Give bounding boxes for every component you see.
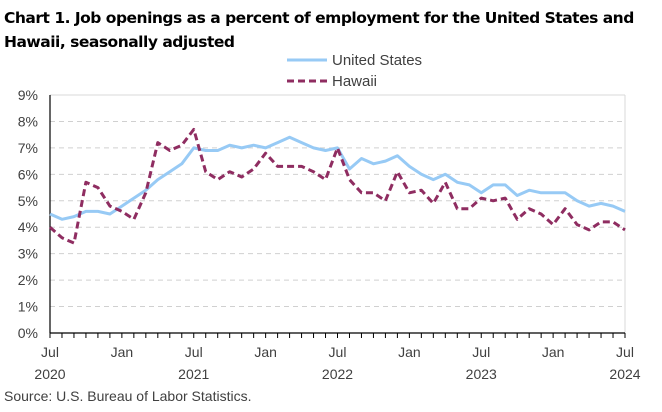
legend: United States Hawaii [287, 52, 422, 90]
x-tick-label-year: 2020 [34, 366, 65, 382]
series-line-hawaii [49, 127, 626, 245]
x-tick-label-month: Jul [41, 344, 59, 360]
y-tick-label: 7% [18, 140, 38, 156]
x-tick-label-year: 2021 [178, 366, 209, 382]
x-tick-label-month: Jul [472, 344, 490, 360]
x-tick-label-year: 2024 [609, 366, 640, 382]
y-tick-label: 2% [18, 272, 38, 288]
x-tick-label-month: Jan [398, 344, 421, 360]
x-axis: Jul 2020 Jan Jul 2021 Jan Jul 2022 Jan Jul 2023 Jan… [34, 95, 641, 382]
gridlines [50, 94, 626, 333]
source-note: Source: U.S. Bureau of Labor Statistics. [4, 388, 252, 404]
x-tick-label-year: 2022 [322, 366, 353, 382]
y-tick-label: 9% [18, 87, 38, 103]
y-tick-label: 1% [18, 299, 38, 315]
x-tick-label-month: Jul [329, 344, 347, 360]
y-tick-label: 8% [18, 113, 38, 129]
series-line-united-states [49, 135, 626, 221]
x-tick-label-month: Jul [616, 344, 634, 360]
legend-label: United States [332, 52, 422, 69]
x-tick-label-year: 2023 [466, 366, 497, 382]
x-tick-label-month: Jan [542, 344, 565, 360]
legend-label: Hawaii [332, 73, 377, 90]
y-tick-label: 4% [18, 219, 38, 235]
y-tick-label: 3% [18, 246, 38, 262]
chart-title: Chart 1. Job openings as a percent of em… [4, 9, 634, 51]
x-tick-label-month: Jan [254, 344, 277, 360]
y-tick-label: 0% [18, 325, 38, 341]
x-tick-label-month: Jan [111, 344, 134, 360]
y-tick-label: 6% [18, 166, 38, 182]
series-lines [49, 127, 626, 245]
y-axis-tick-labels: 0% 1% 2% 3% 4% 5% 6% 7% 8% 9% [18, 87, 38, 341]
y-tick-label: 5% [18, 193, 38, 209]
x-tick-label-month: Jul [185, 344, 203, 360]
